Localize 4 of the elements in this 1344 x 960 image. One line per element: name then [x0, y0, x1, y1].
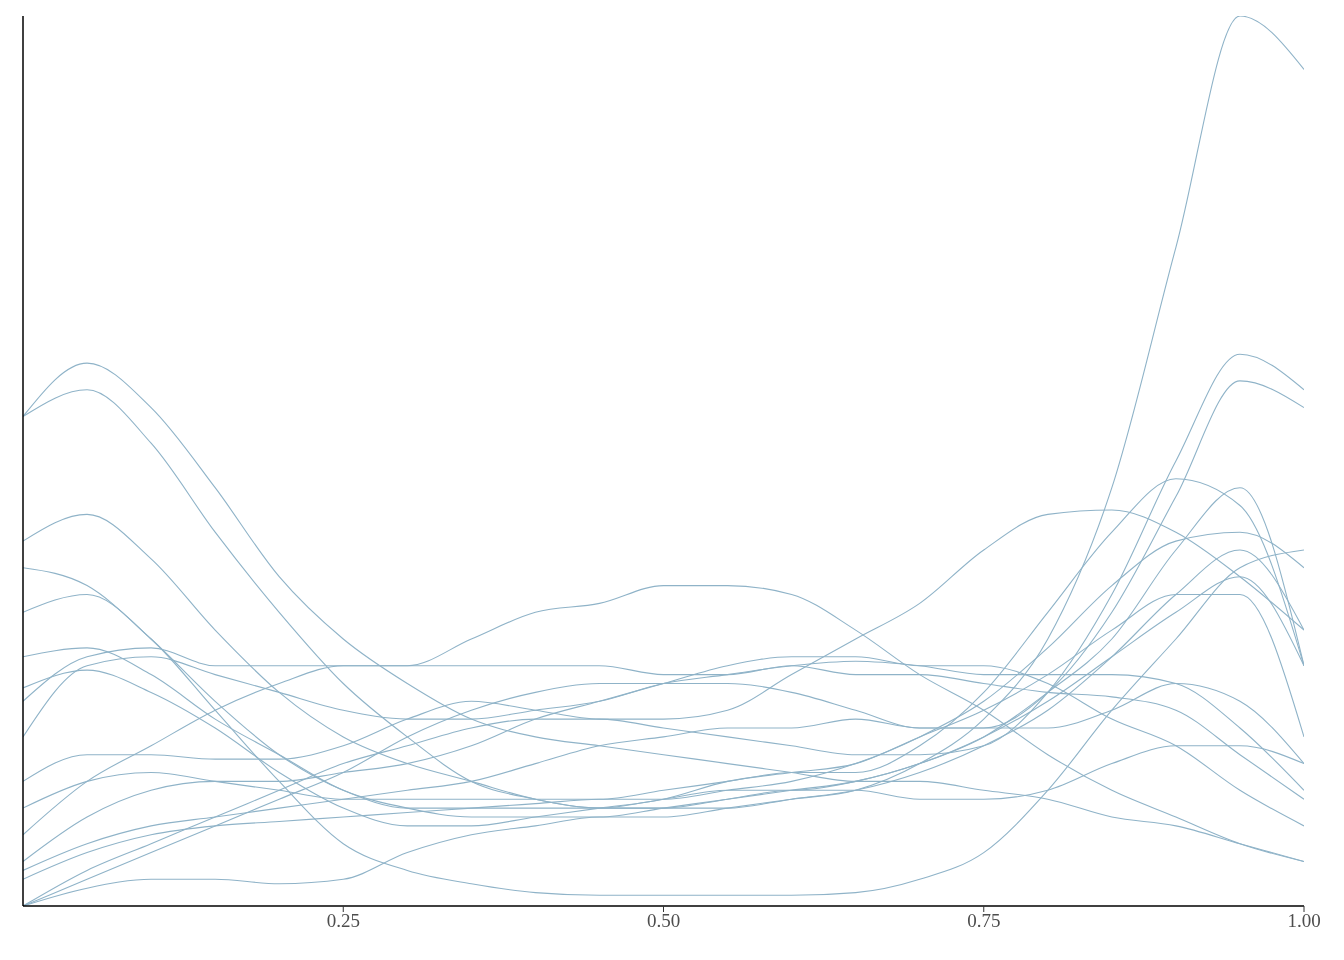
x-tick-label: 0.50	[646, 910, 681, 932]
x-tick-label: 1.00	[1287, 910, 1321, 932]
x-tick-label: 0.75	[967, 910, 1001, 932]
x-tick-label: 0.25	[326, 910, 360, 932]
